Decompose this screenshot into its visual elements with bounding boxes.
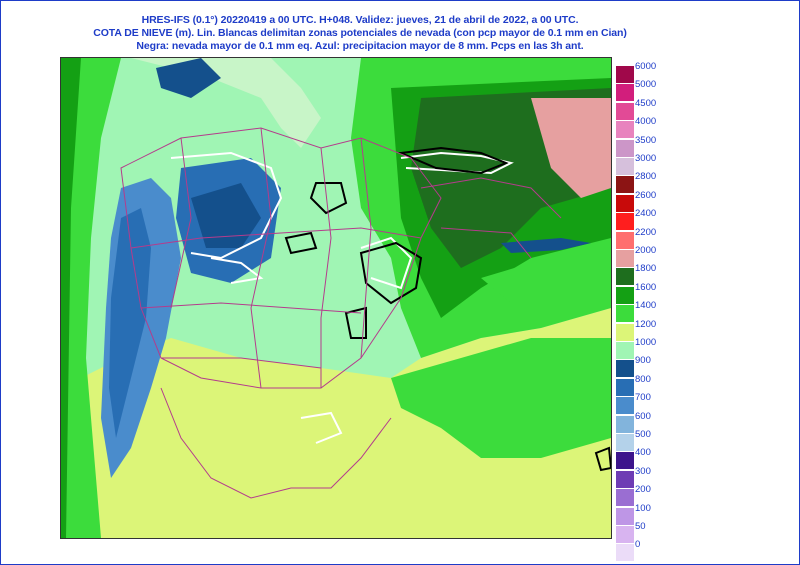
legend-swatch xyxy=(616,360,634,379)
field-1600-west xyxy=(61,58,81,538)
legend-label: 2400 xyxy=(635,208,657,220)
legend-swatch xyxy=(616,415,634,434)
legend-swatch xyxy=(616,66,634,84)
legend-swatch xyxy=(616,305,634,324)
legend-swatch xyxy=(616,342,634,360)
legend-swatch xyxy=(616,323,634,342)
snowfall-outline-3 xyxy=(284,231,318,255)
legend-label: 900 xyxy=(635,355,651,367)
border-lines-vertical xyxy=(170,127,372,389)
legend-label: 2200 xyxy=(635,226,657,238)
snow-zone-outline-1 xyxy=(170,151,283,260)
legend-label: 1400 xyxy=(635,300,657,312)
map-canvas xyxy=(61,58,611,538)
legend-label: 500 xyxy=(635,429,651,440)
snow-zone-outline-5 xyxy=(300,411,343,444)
legend-label: 50 xyxy=(635,521,646,532)
header-line-3: Negra: nevada mayor de 0.1 mm eq. Azul: … xyxy=(136,40,584,52)
legend-swatch xyxy=(616,176,634,195)
header-line-1: HRES-IFS (0.1°) 20220419 a 00 UTC. H+048… xyxy=(141,14,579,26)
legend-swatch xyxy=(616,397,634,416)
legend-swatch xyxy=(616,250,634,268)
legend-label: 1000 xyxy=(635,337,657,348)
legend-label: 1800 xyxy=(635,263,657,275)
snow-zone-outline-4 xyxy=(360,236,413,290)
legend-label: 1200 xyxy=(635,318,657,330)
legend-swatch xyxy=(616,526,634,544)
legend-swatch xyxy=(616,213,634,232)
legend-label: 2800 xyxy=(635,171,657,183)
legend-label: 700 xyxy=(635,392,651,404)
legend-swatch xyxy=(616,268,634,287)
legend-swatch xyxy=(616,194,634,213)
border-outline-main xyxy=(120,127,442,389)
snow-level-map xyxy=(60,57,612,539)
legend-label: 5000 xyxy=(635,79,657,91)
border-lines-horizontal xyxy=(130,227,422,369)
legend-label: 2600 xyxy=(635,189,657,201)
legend-label: 400 xyxy=(635,447,651,459)
legend-label: 600 xyxy=(635,410,651,422)
field-1400-west xyxy=(61,58,121,538)
legend-swatch xyxy=(616,378,634,397)
field-1400-band xyxy=(481,258,611,303)
legend-swatch xyxy=(616,544,634,563)
snow-zone-outline-2 xyxy=(210,257,264,284)
legend-swatch xyxy=(616,139,634,158)
map-header: HRES-IFS (0.1°) 20220419 a 00 UTC. H+048… xyxy=(0,14,720,53)
legend-label: 4500 xyxy=(635,97,657,109)
legend-label: 4000 xyxy=(635,116,657,128)
legend-swatch xyxy=(616,489,634,508)
legend-swatch xyxy=(616,507,634,526)
field-northwest xyxy=(131,58,321,148)
legend-swatch xyxy=(616,286,634,305)
legend-swatch xyxy=(616,231,634,250)
border-lines-east xyxy=(420,177,562,259)
legend-swatch xyxy=(616,84,634,103)
snowfall-outline-5 xyxy=(344,306,367,339)
legend-label: 1600 xyxy=(635,281,657,293)
field-1400-southeast xyxy=(391,338,611,458)
legend-label: 800 xyxy=(635,373,651,385)
border-outline-south xyxy=(160,387,392,499)
legend-swatch xyxy=(616,434,634,452)
legend-swatch xyxy=(616,121,634,140)
field-900-north xyxy=(156,58,221,98)
snow-zone-outline-3 xyxy=(400,151,514,175)
field-900-central xyxy=(191,183,261,248)
legend-label: 3500 xyxy=(635,134,657,146)
legend-label: 3000 xyxy=(635,153,657,164)
legend-label: 2000 xyxy=(635,245,657,256)
snowfall-outline-4 xyxy=(359,241,423,305)
legend-swatch xyxy=(616,158,634,176)
legend-label: 100 xyxy=(635,502,651,514)
legend-swatch xyxy=(616,452,634,471)
legend-swatch xyxy=(616,102,634,121)
legend-label: 200 xyxy=(635,484,651,496)
snowfall-outline-2 xyxy=(309,182,348,215)
legend-swatch xyxy=(616,470,634,489)
field-800-west xyxy=(109,208,151,438)
header-line-2: COTA DE NIEVE (m). Lin. Blancas delimita… xyxy=(93,27,627,39)
snowfall-outline-pyrenees xyxy=(397,146,509,175)
field-2000-east xyxy=(531,98,611,198)
legend-label: 0 xyxy=(635,539,641,551)
legend-label: 300 xyxy=(635,465,651,477)
legend-label: 6000 xyxy=(635,61,657,72)
snowfall-outline-6 xyxy=(594,446,611,472)
